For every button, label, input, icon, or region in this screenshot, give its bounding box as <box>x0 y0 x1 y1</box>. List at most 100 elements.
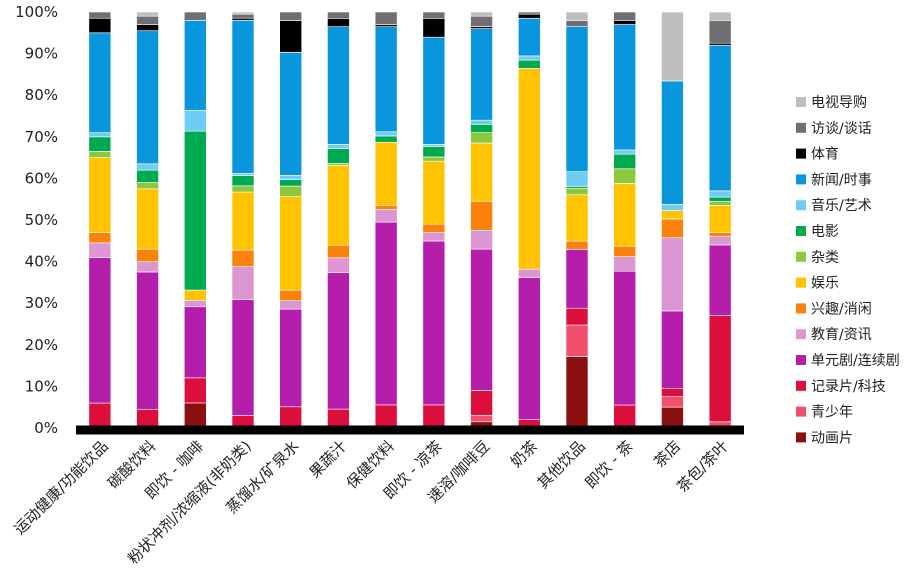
legend-swatch <box>796 406 806 417</box>
legend-swatch <box>796 200 806 211</box>
legend-swatch <box>796 226 806 236</box>
bar-segment <box>517 59 541 69</box>
bar-segment <box>88 32 112 133</box>
bar-segment <box>231 266 255 300</box>
bar-segment <box>231 249 255 267</box>
bar-segment <box>470 230 493 250</box>
bar-segment <box>231 19 255 174</box>
bar-segment <box>708 232 732 237</box>
bar-segment <box>708 190 732 198</box>
legend-swatch <box>796 277 806 288</box>
bar-segment <box>231 299 255 416</box>
bar-segment <box>422 11 446 19</box>
legend-item: 兴趣/消闲 <box>796 301 872 317</box>
bar-segment <box>327 165 350 246</box>
y-axis: 0% 10% 20% 30% 40% 50% 60% 70% 80% 90% 100% <box>15 3 58 437</box>
bar-segment <box>422 232 446 242</box>
bar-segment <box>565 324 589 357</box>
legend-item: 娱乐 <box>796 276 839 292</box>
bar-segment <box>708 236 732 246</box>
legend-swatch <box>796 251 806 262</box>
y-tick-label: 0% <box>34 419 58 437</box>
bar-segment <box>661 204 684 211</box>
legend-item: 音乐/艺术 <box>796 197 872 214</box>
legend-swatch <box>796 97 806 107</box>
bar-segment <box>374 135 398 143</box>
legend-label: 教育/资讯 <box>811 327 872 343</box>
bar-segment <box>88 136 112 152</box>
legend-swatch <box>796 432 806 443</box>
bar-segment <box>88 232 112 244</box>
x-tick-label: 果蔬汁 <box>306 437 351 482</box>
legend-item: 体育 <box>796 147 839 163</box>
legend-label: 杂类 <box>811 250 839 266</box>
bar-segment <box>279 196 303 291</box>
bar-segment <box>231 191 255 251</box>
legend-label: 青少年 <box>811 405 853 421</box>
legend-label: 兴趣/消闲 <box>811 301 872 317</box>
bar-segment <box>517 13 541 19</box>
bar-segment <box>470 28 493 121</box>
bar-segment <box>183 109 207 132</box>
bar-segment <box>470 15 493 27</box>
bar-segment <box>279 11 303 21</box>
bar-stack <box>136 11 159 429</box>
bar-segment <box>565 186 589 189</box>
bar-segment <box>661 218 684 239</box>
bar-segment <box>708 44 732 192</box>
y-tick-label: 20% <box>25 336 58 354</box>
legend-item: 杂类 <box>796 250 839 266</box>
y-tick-label: 70% <box>25 128 58 146</box>
bar-segment <box>136 182 159 190</box>
bar-stack <box>517 11 541 429</box>
bar-segment <box>422 17 446 38</box>
legend-label: 电影 <box>811 224 839 240</box>
y-tick-label: 100% <box>15 3 58 21</box>
legend-label: 动画片 <box>811 430 853 446</box>
bar-segment <box>470 248 493 391</box>
bar-segment <box>279 20 303 53</box>
bar-segment <box>661 80 684 205</box>
legend-item: 青少年 <box>796 405 853 421</box>
x-tick-label: 即饮 - 茶 <box>581 437 636 492</box>
bar-segment <box>183 289 207 301</box>
bar-segment <box>422 146 446 158</box>
bar-segment <box>422 36 446 145</box>
bar-segment <box>374 209 398 223</box>
bar-segment <box>470 390 493 416</box>
bar-segment <box>470 200 493 231</box>
bar-stack <box>374 11 398 429</box>
bar-segment <box>565 307 589 326</box>
bar-segment <box>327 26 350 145</box>
bar-segment <box>708 200 732 206</box>
legend-swatch <box>796 174 806 185</box>
legend-label: 体育 <box>811 147 839 163</box>
legend-swatch <box>796 329 806 340</box>
bar-segment <box>183 377 207 404</box>
bar-segment <box>327 244 350 259</box>
bar-segment <box>327 17 350 27</box>
bar-segment <box>565 356 589 429</box>
bar-segment <box>422 144 446 147</box>
bar-segment <box>565 194 589 242</box>
bar-segment <box>279 52 303 176</box>
bar-segment <box>88 17 112 34</box>
bar-segment <box>517 268 541 278</box>
bar-stack <box>708 11 732 429</box>
bar-stack <box>422 11 446 429</box>
bar-segment <box>183 20 207 111</box>
bar-segment <box>422 156 446 162</box>
bar-segment <box>661 237 684 312</box>
bar-segment <box>613 149 637 155</box>
bar-stack <box>565 11 589 429</box>
bar-segment <box>231 17 255 21</box>
bar-segment <box>565 249 589 309</box>
bar-segment <box>565 188 589 196</box>
bar-segment <box>136 408 159 429</box>
y-tick-label: 50% <box>25 211 58 229</box>
bar-segment <box>374 26 398 133</box>
bar-segment <box>374 11 398 25</box>
bar-segment <box>517 17 541 57</box>
bar-segment <box>136 11 159 17</box>
